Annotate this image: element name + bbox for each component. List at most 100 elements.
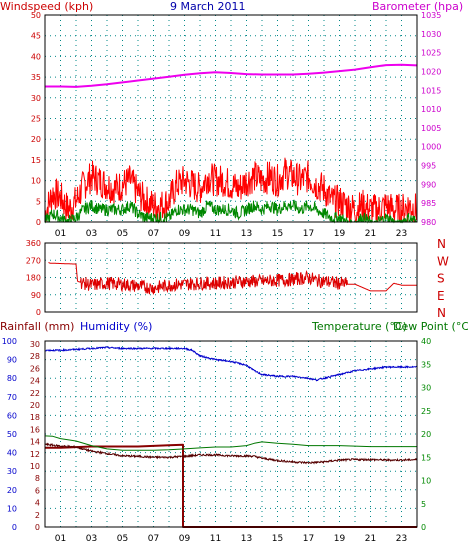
humidity-tick-label: 100 xyxy=(2,337,17,346)
humidity-tick-label: 80 xyxy=(7,374,17,383)
barometer-tick-label: 1000 xyxy=(421,143,441,152)
humidity-tick-label: 50 xyxy=(7,430,17,439)
windspeed-tick-label: 20 xyxy=(31,135,41,144)
rainfall-tick-label: 26 xyxy=(30,364,40,373)
rainfall-tick-label: 14 xyxy=(30,438,40,447)
windspeed-tick-label: 10 xyxy=(31,177,41,186)
windspeed-tick-label: 15 xyxy=(31,156,41,165)
direction-tick-label: 180 xyxy=(26,274,41,283)
wind-x-tick-label: 03 xyxy=(86,229,97,239)
wind-x-tick-label: 19 xyxy=(334,229,346,239)
rainfall-tick-label: 12 xyxy=(30,450,40,459)
rainfall-tick-label: 2 xyxy=(35,511,40,520)
climate-panel-border xyxy=(44,340,418,528)
humidity-axis-title: Humidity (%) xyxy=(80,320,152,333)
barometer-tick-label: 1030 xyxy=(421,30,441,39)
barometer-tick-label: 990 xyxy=(421,180,436,189)
rainfall-tick-label: 28 xyxy=(30,352,40,361)
climate-x-tick-label: 11 xyxy=(210,534,221,544)
climate-x-tick-label: 03 xyxy=(86,534,97,544)
rainfall-tick-label: 10 xyxy=(30,462,40,471)
barometer-line xyxy=(45,63,418,88)
direction-tick-label: 360 xyxy=(26,239,41,248)
temperature-tick-label: 25 xyxy=(421,407,431,416)
barometer-tick-label: 1020 xyxy=(421,67,441,76)
dewpoint-line xyxy=(44,442,418,465)
windspeed-tick-label: 45 xyxy=(31,32,41,41)
rainfall-tick-label: 4 xyxy=(35,499,40,508)
wind-x-tick-label: 07 xyxy=(148,229,159,239)
wind-x-tick-label: 05 xyxy=(117,229,128,239)
wind-gust-line xyxy=(44,157,418,223)
rainfall-tick-label: 0 xyxy=(35,523,40,532)
windspeed-axis-title: Windspeed (kph) xyxy=(0,0,93,13)
barometer-tick-label: 1035 xyxy=(421,11,441,20)
compass-label: N xyxy=(437,237,446,251)
direction-tick-label: 0 xyxy=(36,308,41,317)
humidity-tick-label: 90 xyxy=(7,356,17,365)
direction-panel-border xyxy=(44,242,418,313)
temperature-tick-label: 15 xyxy=(421,453,431,462)
rainfall-tick-label: 22 xyxy=(30,389,40,398)
barometer-axis-title: Barometer (hpa) xyxy=(372,0,463,13)
humidity-tick-label: 60 xyxy=(7,411,17,420)
climate-x-tick-label: 13 xyxy=(241,534,252,544)
humidity-tick-label: 40 xyxy=(7,449,17,458)
windspeed-tick-label: 25 xyxy=(31,115,41,124)
rainfall-tick-label: 8 xyxy=(35,474,40,483)
humidity-tick-label: 0 xyxy=(12,523,17,532)
wind-x-tick-label: 13 xyxy=(241,229,252,239)
dewpoint-axis-title: Dew Point (°C) xyxy=(393,320,468,333)
barometer-tick-label: 985 xyxy=(421,199,436,208)
humidity-tick-label: 30 xyxy=(7,467,17,476)
direction-tick-label: 270 xyxy=(26,256,41,265)
climate-x-tick-label: 17 xyxy=(303,534,314,544)
wind-x-tick-label: 21 xyxy=(365,229,376,239)
climate-x-tick-label: 07 xyxy=(148,534,159,544)
wind-direction-line xyxy=(48,261,417,295)
wind-panel-grid xyxy=(45,15,417,222)
rainfall-tick-label: 20 xyxy=(30,401,40,410)
windspeed-tick-label: 50 xyxy=(31,11,41,20)
climate-panel-frame: 0102030405060708090100024681012141618202… xyxy=(2,337,431,544)
temperature-tick-label: 20 xyxy=(421,430,431,439)
rainfall-tick-label: 24 xyxy=(30,377,40,386)
windspeed-tick-label: 0 xyxy=(36,218,41,227)
barometer-tick-label: 995 xyxy=(421,162,436,171)
windspeed-tick-label: 30 xyxy=(31,94,41,103)
windspeed-tick-label: 40 xyxy=(31,52,41,61)
wind-panel-frame: 0510152025303540455098098599099510001005… xyxy=(31,11,442,239)
humidity-line xyxy=(44,346,418,382)
temperature-line xyxy=(44,435,417,451)
climate-x-tick-label: 05 xyxy=(117,534,128,544)
temperature-axis-title: Temperature (°C) xyxy=(311,320,407,333)
rainfall-tick-label: 30 xyxy=(30,340,40,349)
climate-x-tick-label: 15 xyxy=(272,534,283,544)
temperature-tick-label: 5 xyxy=(421,500,426,509)
windspeed-tick-label: 5 xyxy=(36,197,41,206)
climate-x-tick-label: 09 xyxy=(179,534,191,544)
barometer-tick-label: 1025 xyxy=(421,49,441,58)
barometer-tick-label: 1010 xyxy=(421,105,441,114)
climate-x-tick-label: 23 xyxy=(396,534,407,544)
humidity-tick-label: 70 xyxy=(7,393,17,402)
wind-x-tick-label: 17 xyxy=(303,229,314,239)
direction-panel-grid xyxy=(45,243,417,312)
wind-x-tick-label: 15 xyxy=(272,229,283,239)
compass-label: E xyxy=(437,289,445,303)
temperature-tick-label: 10 xyxy=(421,477,431,486)
wind-x-tick-label: 01 xyxy=(55,229,66,239)
wind-x-tick-label: 09 xyxy=(179,229,191,239)
humidity-tick-label: 10 xyxy=(7,504,17,513)
barometer-tick-label: 1005 xyxy=(421,124,441,133)
rainfall-tick-label: 16 xyxy=(30,425,40,434)
wind-panel-border xyxy=(44,14,418,223)
rainfall-axis-title: Rainfall (mm) xyxy=(0,320,74,333)
climate-x-tick-label: 01 xyxy=(55,534,66,544)
temperature-tick-label: 40 xyxy=(421,337,431,346)
humidity-tick-label: 20 xyxy=(7,486,17,495)
wind-x-tick-label: 23 xyxy=(396,229,407,239)
